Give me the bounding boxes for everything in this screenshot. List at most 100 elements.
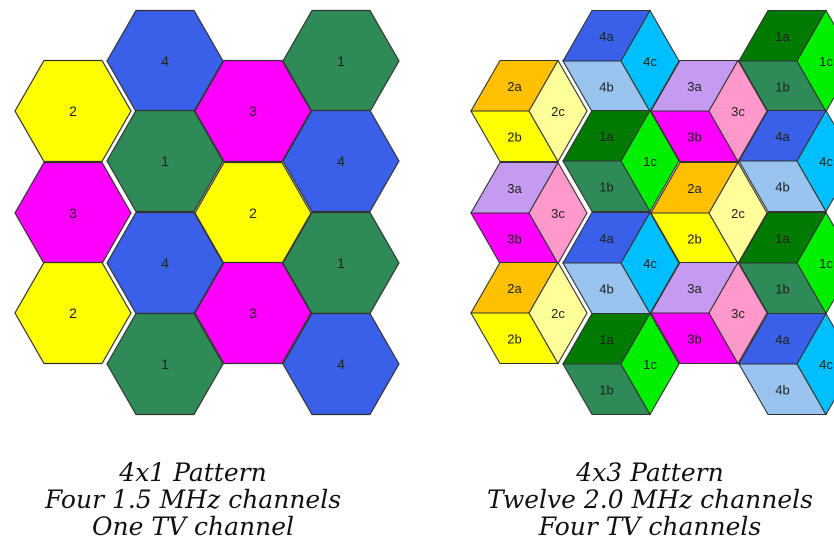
sector-label: 3c [551,206,565,221]
sector-label: 4b [599,281,613,296]
sector-label: 4b [775,179,789,194]
hex-cell-label: 4 [337,356,345,372]
sector-group: 4a 4b 4c [738,312,834,416]
right-caption-channels: Twelve 2.0 MHz channels [487,485,813,514]
sector-label: 4b [775,382,789,397]
sector-group: 4a 4b 4c [562,9,680,113]
sector-label: 4a [599,231,614,246]
sector-shape [620,9,680,113]
sector-group: 1a 1b 1c [562,109,680,213]
sector-label: 1b [775,79,789,94]
sector-label: 2a [507,281,522,296]
left-pattern-caption: 4x1 Pattern Four 1.5 MHz channels One TV… [13,459,373,540]
hex-cell-label: 1 [161,356,169,372]
sector-label: 2a [507,79,522,94]
sector-label: 2b [507,129,521,144]
sector-label: 2c [551,104,565,119]
sector-shape [528,59,588,163]
right-pattern-grid: 4a 4b 4c 1a 1b 1c 2a 2b 2c 3a 3b 3c 1a 1b 1c 4a 4b 4c 3a 3b… [470,9,834,416]
sector-label: 3b [687,331,701,346]
right-caption-title: 4x3 Pattern [576,458,724,487]
sector-label: 1b [599,179,613,194]
hex-cell-label: 3 [249,305,257,321]
hex-cell-label: 3 [69,205,77,221]
sector-group: 4a 4b 4c [562,211,680,315]
sector-group: 3a 3b 3c [650,261,768,365]
sector-label: 2c [551,306,565,321]
diagram-canvas: 4 12 31 43 24 12 31 4 4a4b4c1a1b1c2a2b2c3a3b3c1… [14,9,834,416]
sector-label: 4b [599,79,613,94]
sector-shape [620,312,680,416]
hex-cell-shape [14,59,132,163]
sector-label: 1b [775,281,789,296]
sector-shape [708,161,768,265]
sector-label: 1a [775,29,790,44]
hex-cell-label: 4 [161,53,169,69]
sector-label: 1c [819,54,833,69]
sector-label: 1a [599,129,614,144]
sector-label: 3a [687,79,702,94]
sector-label: 4c [819,357,833,372]
hex-cell-label: 2 [69,103,77,119]
hex-cell-label: 1 [161,153,169,169]
sector-group: 1a 1b 1c [562,312,680,416]
sector-label: 2c [731,206,745,221]
left-pattern-grid: 4 1 2 3 1 4 3 2 4 1 2 3 1 4 [14,9,400,416]
sector-label: 1a [599,332,614,347]
sector-shape [708,59,768,163]
hex-cell: 2 [14,59,132,163]
sector-shape [620,109,680,213]
sector-label: 2b [507,331,521,346]
hex-cell: 1 [106,109,224,213]
sector-label: 1c [643,357,657,372]
hex-cell-label: 1 [337,255,345,271]
sector-shape [528,161,588,265]
sector-group: 3a 3b 3c [470,161,588,265]
sector-label: 3a [507,181,522,196]
sector-label: 1b [599,382,613,397]
hex-cell-label: 3 [249,103,257,119]
hex-cell-label: 2 [249,205,257,221]
hex-cell: 4 [282,109,400,213]
hex-cell: 2 [14,261,132,365]
hex-cell-shape [14,261,132,365]
hex-cell-shape [194,261,312,365]
left-caption-channels: Four 1.5 MHz channels [44,485,342,514]
sector-label: 2b [687,231,701,246]
sector-label: 1c [819,256,833,271]
sector-group: 2a 2b 2c [470,261,588,365]
sector-group: 4a 4b 4c [738,109,834,213]
left-caption-title: 4x1 Pattern [119,458,267,487]
sector-group: 1a 1b 1c [738,9,834,113]
sector-group: 1a 1b 1c [738,211,834,315]
sector-label: 3b [507,231,521,246]
hex-cell-shape [282,109,400,213]
right-pattern-caption: 4x3 Pattern Twelve 2.0 MHz channels Four… [470,459,830,540]
sector-group: 3a 3b 3c [650,59,768,163]
hex-cell-label: 2 [69,305,77,321]
right-caption-tv: Four TV channels [538,512,762,541]
sector-group: 2a 2b 2c [470,59,588,163]
sector-label: 4a [775,332,790,347]
hex-cell: 4 [282,312,400,416]
sector-label: 1c [643,154,657,169]
sector-label: 4c [643,256,657,271]
hex-cell-label: 4 [337,153,345,169]
sector-group: 2a 2b 2c [650,161,768,265]
hex-cell: 1 [106,312,224,416]
sector-shape [796,312,834,416]
sector-label: 2a [687,181,702,196]
hex-cell: 3 [14,161,132,265]
sector-label: 4a [599,29,614,44]
sector-label: 3b [687,129,701,144]
left-caption-tv: One TV channel [91,512,294,541]
sector-label: 4c [819,154,833,169]
hex-cell-label: 4 [161,255,169,271]
hex-cell-shape [106,109,224,213]
sector-label: 3c [731,104,745,119]
sector-label: 1a [775,231,790,246]
sector-label: 3c [731,306,745,321]
sector-shape [528,261,588,365]
sector-shape [796,9,834,113]
sector-shape [796,109,834,213]
